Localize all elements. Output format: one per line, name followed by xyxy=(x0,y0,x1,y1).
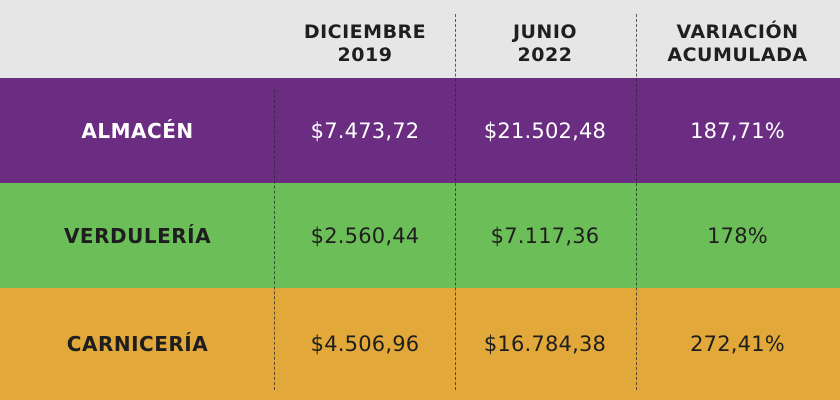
value-junio-2022: $21.502,48 xyxy=(483,118,607,143)
column-header-diciembre-2019: DICIEMBRE 2019 xyxy=(275,18,455,70)
column-header-line: 2019 xyxy=(337,44,393,66)
column-header-line: DICIEMBRE xyxy=(303,21,427,43)
row-label: ALMACÉN xyxy=(81,118,194,143)
value-variacion: 272,41% xyxy=(690,332,785,356)
value-junio-2022: $7.117,36 xyxy=(490,223,600,248)
value-junio-2022: $16.784,38 xyxy=(483,332,607,356)
table-row-almacen: ALMACÉN $7.473,72 $21.502,48 187,71% xyxy=(0,78,840,183)
column-header-line: ACUMULADA xyxy=(667,44,808,66)
value-variacion: 178% xyxy=(707,223,768,248)
column-divider xyxy=(455,14,456,390)
row-label: VERDULERÍA xyxy=(63,223,212,248)
table-row-verduleria: VERDULERÍA $2.560,44 $7.117,36 178% xyxy=(0,183,840,288)
column-divider xyxy=(636,14,637,390)
column-header-line: VARIACIÓN xyxy=(676,21,799,43)
column-header-junio-2022: JUNIO 2022 xyxy=(455,18,635,70)
value-variacion: 187,71% xyxy=(690,118,785,143)
value-diciembre-2019: $7.473,72 xyxy=(310,118,420,143)
column-header-line: 2022 xyxy=(517,44,573,66)
column-divider xyxy=(274,90,275,390)
table-row-carniceria: CARNICERÍA $4.506,96 $16.784,38 272,41% xyxy=(0,288,840,400)
value-diciembre-2019: $4.506,96 xyxy=(310,332,420,356)
table-header: DICIEMBRE 2019 JUNIO 2022 VARIACIÓN ACUM… xyxy=(0,0,840,78)
row-label: CARNICERÍA xyxy=(66,332,209,356)
column-header-line: JUNIO xyxy=(512,21,578,43)
column-header-variacion-acumulada: VARIACIÓN ACUMULADA xyxy=(635,18,840,70)
value-diciembre-2019: $2.560,44 xyxy=(310,223,420,248)
